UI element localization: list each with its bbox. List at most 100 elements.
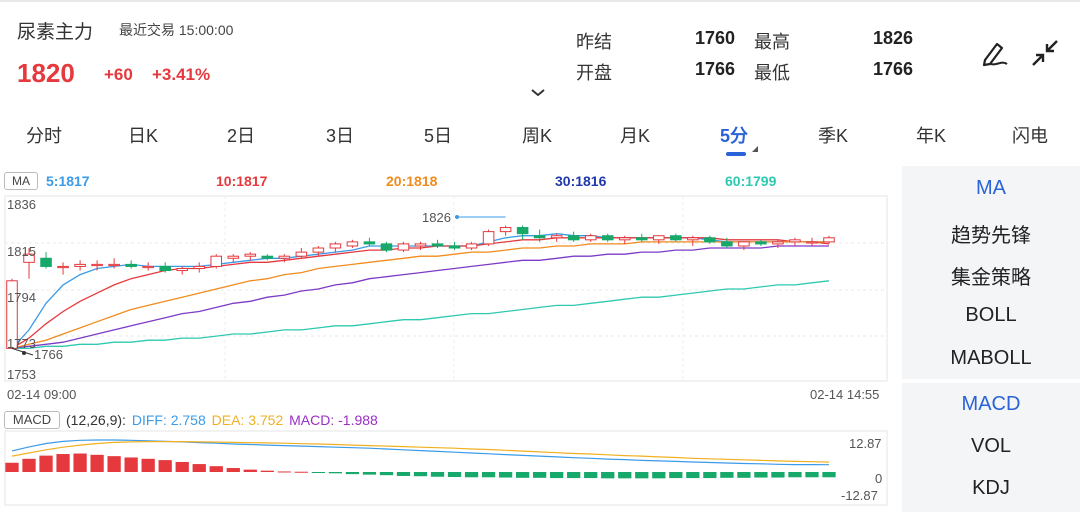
tab-2day[interactable]: 2日 [226,126,256,146]
candle-body [431,243,444,247]
candle-body [312,247,325,253]
candle-body [448,245,461,249]
macd-bar [652,472,666,479]
macd-bar [39,455,53,472]
tab-weekly[interactable]: 周K [521,126,553,146]
macd-indicator-tag[interactable]: MACD [4,411,60,429]
candle-body [465,243,478,249]
indicator-macd[interactable]: MACD [961,393,1021,415]
macd-bar [771,472,785,478]
macd-bar [277,471,291,473]
draw-tool-icon[interactable] [977,36,1011,70]
open-value: 1766 [694,59,735,79]
candle-body [823,237,835,243]
indicator-fund-strategy[interactable]: 集金策略 [951,267,1031,289]
candle-body [789,239,801,243]
y-label-1753: 1753 [7,367,36,382]
period-tabs: 分时 日K 2日 3日 5日 周K 月K 5分 季K 年K 闪电 [0,122,1080,156]
candle-body [261,255,274,259]
price-change: +60 [104,65,133,84]
candle-body [755,241,767,245]
tab-5min[interactable]: 5分 [719,126,749,146]
macd-bar [311,472,326,473]
candle-body [142,265,154,269]
high-value: 1826 [872,28,913,48]
indicator-trend-pioneer[interactable]: 趋势先锋 [951,225,1031,247]
open-label: 开盘 [576,63,612,83]
low-marker-dot [22,351,26,355]
macd-bar [294,471,308,473]
macd-bar [175,461,189,472]
candle-body [108,263,120,267]
candle-body [363,241,376,245]
macd-bar [686,472,700,479]
macd-axis-top: 12.87 [849,436,882,451]
ma10-legend: 10:1817 [216,173,268,189]
tab-quarterly[interactable]: 季K [817,126,849,146]
macd-bar [209,466,223,472]
candle-body [550,235,563,239]
last-price: 1820 [17,58,75,88]
tab-lightning[interactable]: 闪电 [1012,126,1048,146]
macd-bar [5,462,19,472]
macd-bar [601,472,615,479]
active-tab-indicator [726,152,746,156]
candle-body [670,235,682,241]
macd-bar [243,469,257,472]
y-label-1794: 1794 [7,290,36,305]
ma60-line [12,280,830,350]
macd-bar [635,472,649,479]
macd-bar [618,472,632,479]
collapse-icon[interactable] [1028,36,1062,70]
candle-body [57,265,69,269]
macd-bar [498,472,513,478]
candle-body [176,267,188,272]
candle-body [329,243,342,249]
macd-bar [379,472,394,476]
tab-yearly[interactable]: 年K [915,126,947,146]
indicator-maboll[interactable]: MABOLL [950,347,1032,369]
macd-bar [260,470,274,472]
macd-axis-zero: 0 [875,471,883,486]
contract-name: 尿素主力 [17,22,94,43]
candle-body [278,255,291,259]
candle-body [653,235,665,241]
tab-monthly[interactable]: 月K [619,126,651,146]
macd-bar [533,472,547,478]
x-label-start: 02-14 09:00 [7,387,77,402]
ma-indicator-tag[interactable]: MA [4,172,38,190]
candle-body [584,235,597,241]
ma10-line [11,237,830,349]
low-value: 1766 [872,59,913,79]
macd-bar [141,458,155,472]
candle-body [772,241,784,245]
tab-5day[interactable]: 5日 [423,126,453,146]
macd-bar [226,468,240,472]
indicator-ma[interactable]: MA [976,177,1006,199]
tab-daily[interactable]: 日K [127,126,159,146]
y-label-1815: 1815 [7,244,36,259]
macd-bar [430,472,445,477]
candle-body [601,235,614,241]
indicator-divider [902,379,1080,383]
period-dropdown-icon[interactable] [752,146,758,152]
expand-chevron-icon[interactable] [530,88,546,98]
y-label-1836: 1836 [7,197,36,212]
prev-settle-label: 昨结 [576,32,612,52]
macd-bar [822,472,836,478]
macd-bar [464,472,479,478]
indicator-boll[interactable]: BOLL [965,304,1017,326]
indicator-vol[interactable]: VOL [970,435,1012,457]
tab-3day[interactable]: 3日 [325,126,355,146]
kline-chart[interactable] [0,166,900,512]
tab-intraday[interactable]: 分时 [26,126,62,146]
candle-body [397,243,410,251]
trade-status: 最近交易 15:00:00 [119,22,234,38]
candle-body [91,263,103,267]
macd-bar [703,472,717,479]
macd-bar [124,457,138,472]
candle-body [738,241,750,247]
indicator-kdj[interactable]: KDJ [972,477,1010,499]
price-change-pct: +3.41% [152,65,211,84]
candle-body [704,237,716,243]
